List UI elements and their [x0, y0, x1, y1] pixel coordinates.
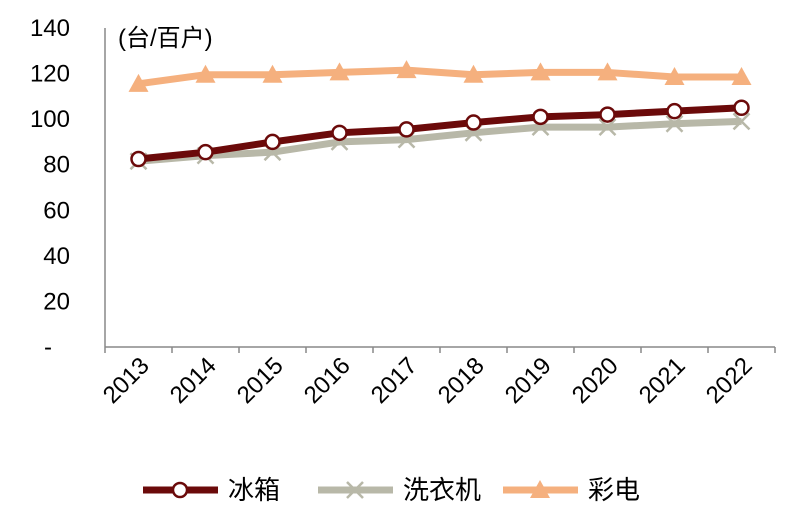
- x-tick-label: 2016: [299, 352, 356, 409]
- unit-label: (台/百户): [118, 25, 213, 52]
- y-tick-label: 80: [43, 152, 70, 179]
- data-point-x: [346, 481, 364, 499]
- legend-item: 洗衣机: [318, 475, 481, 505]
- data-point-circle: [331, 124, 348, 142]
- y-tick-label: 60: [43, 197, 70, 224]
- data-point-triangle: [530, 62, 551, 81]
- data-point-triangle: [128, 73, 149, 92]
- x-tick-label: 2020: [567, 352, 624, 409]
- data-point-x: [598, 118, 617, 137]
- y-tick-label: 140: [30, 15, 70, 42]
- series-group: [128, 60, 752, 171]
- data-point-triangle: [329, 62, 350, 81]
- x-tick-label: 2013: [98, 352, 155, 409]
- data-point-circle: [171, 481, 189, 499]
- series-2: [128, 60, 752, 92]
- legend-label: 彩电: [588, 475, 640, 505]
- data-point-circle: [532, 108, 549, 126]
- data-point-triangle: [731, 66, 752, 85]
- x-tick-label: 2017: [366, 352, 423, 409]
- legend-label: 冰箱: [228, 475, 280, 505]
- data-point-circle: [465, 114, 482, 131]
- x-tick-label: 2019: [500, 352, 557, 409]
- legend-item: 冰箱: [143, 475, 280, 505]
- legend: 冰箱 洗衣机 彩电: [143, 475, 640, 505]
- y-tick-label: 40: [43, 243, 70, 270]
- y-tick-label: 20: [43, 288, 70, 315]
- x-tick-label: 2018: [433, 352, 490, 409]
- y-tick-label: 100: [30, 106, 70, 133]
- series-line: [138, 66, 742, 88]
- x-tick-label: 2014: [165, 352, 222, 409]
- data-point-circle: [666, 102, 683, 120]
- y-tick-label: 120: [30, 61, 70, 88]
- x-tick-label: 2022: [701, 352, 758, 409]
- data-point-x: [665, 114, 684, 133]
- series-0: [130, 99, 750, 168]
- data-point-circle: [733, 99, 750, 116]
- x-tick-label: 2015: [232, 352, 289, 409]
- data-point-triangle: [396, 60, 417, 79]
- data-point-triangle: [530, 480, 550, 498]
- data-point-circle: [130, 150, 147, 168]
- data-point-circle: [398, 121, 415, 138]
- legend-item: 彩电: [503, 475, 640, 505]
- data-point-triangle: [664, 66, 685, 85]
- series-line: [138, 104, 742, 163]
- data-point-circle: [599, 106, 616, 123]
- legend-label: 洗衣机: [403, 475, 481, 505]
- series-1: [129, 112, 751, 171]
- data-point-circle: [264, 133, 281, 151]
- x-tick-label: 2021: [634, 352, 691, 409]
- data-point-triangle: [262, 64, 283, 83]
- data-point-triangle: [597, 62, 618, 81]
- data-point-triangle: [195, 64, 216, 83]
- data-point-triangle: [463, 64, 484, 83]
- series-line: [138, 117, 742, 165]
- data-point-circle: [197, 143, 214, 161]
- data-point-x: [732, 112, 751, 131]
- y-tick-label: -: [44, 334, 52, 361]
